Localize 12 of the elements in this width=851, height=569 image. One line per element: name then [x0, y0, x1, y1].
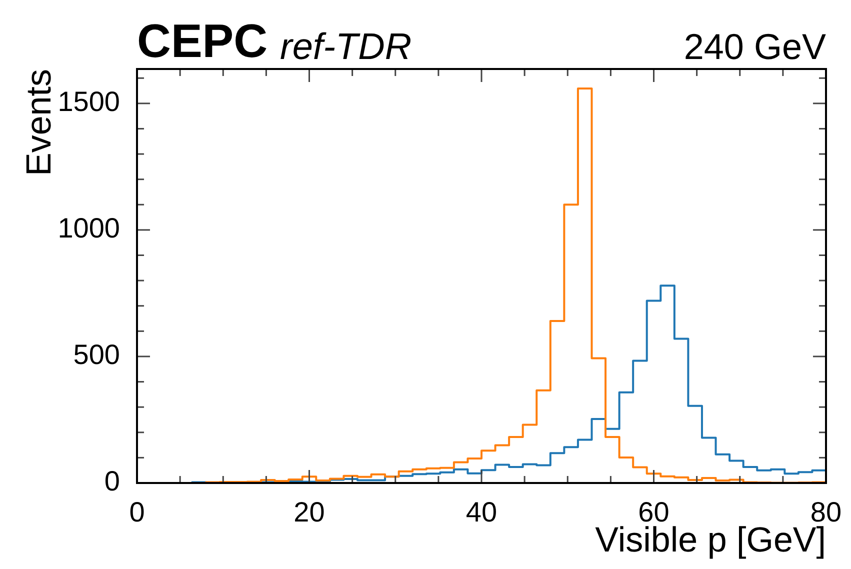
- chart-subtitle: ref-TDR: [280, 26, 412, 67]
- text: 240 GeV: [684, 26, 826, 67]
- y-tick-label: 1500: [58, 86, 120, 118]
- x-axis-title: Visible p [GeV]: [595, 520, 826, 560]
- x-tick-label: 40: [466, 496, 498, 528]
- y-axis-title: Events: [20, 69, 59, 176]
- y-tick-label: 500: [73, 339, 120, 370]
- chart-title: CEPC: [137, 14, 268, 67]
- x-tick-label: 0: [129, 496, 145, 528]
- x-tick-label: 20: [294, 496, 325, 528]
- y-tick-label: 0: [104, 466, 120, 497]
- y-tick-label: 1000: [58, 212, 120, 244]
